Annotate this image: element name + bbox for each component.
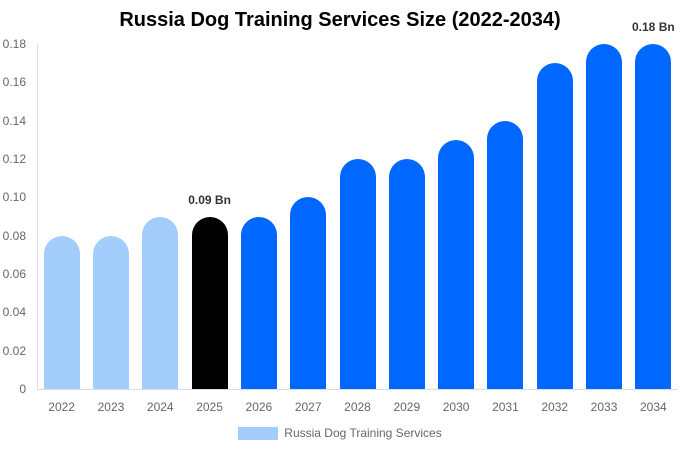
- x-tick-label: 2029: [393, 400, 421, 414]
- y-tick-label: 0.04: [2, 305, 26, 320]
- bar-2028[interactable]: [339, 159, 376, 389]
- legend-label: Russia Dog Training Services: [284, 426, 442, 440]
- x-tick-label: 2022: [48, 400, 75, 414]
- plot-area: [37, 44, 678, 389]
- y-tick-label: 0: [19, 382, 26, 396]
- x-tick-label: 2023: [97, 400, 125, 414]
- x-tick-label: 2028: [344, 400, 371, 414]
- bar-2027[interactable]: [290, 197, 327, 389]
- x-tick-label: 2034: [639, 400, 667, 414]
- data-label: 0.18 Bn: [632, 20, 675, 34]
- bar-2030[interactable]: [438, 139, 475, 389]
- bar-2032[interactable]: [536, 63, 573, 389]
- x-tick-label: 2027: [294, 400, 322, 414]
- legend-swatch: [238, 426, 279, 440]
- bar-2031[interactable]: [487, 120, 524, 389]
- bar-2033[interactable]: [586, 44, 623, 389]
- y-axis-line: [37, 44, 38, 390]
- x-axis-line: [37, 389, 678, 390]
- y-tick-label: 0.18: [2, 37, 26, 51]
- x-tick-label: 2031: [492, 400, 519, 414]
- y-tick-label: 0.08: [2, 228, 26, 243]
- data-label: 0.09 Bn: [188, 192, 231, 207]
- legend: Russia Dog Training Services: [0, 426, 680, 440]
- x-tick-label: 2032: [541, 400, 569, 414]
- bar-2025[interactable]: [191, 216, 228, 389]
- bar-2024[interactable]: [142, 216, 179, 389]
- x-tick-label: 2025: [196, 400, 223, 414]
- x-tick-label: 2024: [146, 400, 174, 414]
- x-tick-label: 2030: [442, 400, 470, 414]
- x-tick-label: 2033: [590, 400, 618, 414]
- bar-2029[interactable]: [388, 159, 425, 389]
- bar-2023[interactable]: [92, 235, 129, 389]
- y-tick-label: 0.06: [2, 267, 26, 281]
- chart-title: Russia Dog Training Services Size (2022-…: [119, 9, 561, 31]
- bar-2034[interactable]: [635, 44, 672, 389]
- y-tick-label: 0.02: [2, 343, 26, 358]
- x-tick-label: 2026: [245, 400, 273, 414]
- y-tick-label: 0.14: [2, 113, 26, 128]
- y-tick-label: 0.12: [2, 152, 26, 166]
- bar-2022[interactable]: [43, 235, 80, 389]
- y-tick-label: 0.16: [2, 75, 26, 90]
- bar-2026[interactable]: [240, 216, 277, 389]
- y-tick-label: 0.10: [2, 190, 26, 205]
